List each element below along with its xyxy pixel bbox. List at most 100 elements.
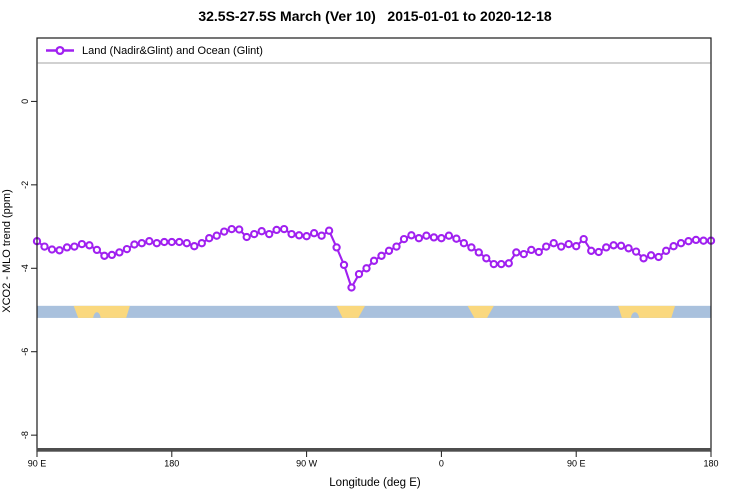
x-tick-label: 180 xyxy=(164,459,179,469)
y-tick-label: 0 xyxy=(20,99,30,104)
data-point xyxy=(115,248,124,257)
data-point xyxy=(429,233,439,242)
data-point xyxy=(347,283,356,292)
data-point xyxy=(130,240,139,249)
data-point xyxy=(220,227,229,236)
data-point xyxy=(55,246,64,255)
data-point xyxy=(392,242,401,251)
x-axis-ticks: 90 E 180 90 W 0 90 E 180 xyxy=(28,451,719,469)
data-point xyxy=(579,234,588,244)
data-point xyxy=(587,246,596,255)
data-point xyxy=(557,242,566,251)
data-point xyxy=(646,251,656,260)
data-point xyxy=(212,231,221,240)
data-point xyxy=(190,242,199,251)
data-point xyxy=(474,248,483,257)
data-point xyxy=(339,260,349,270)
data-point xyxy=(669,242,678,251)
y-tick-label: -2 xyxy=(20,181,30,189)
data-point xyxy=(594,247,603,257)
x-tick-label: 90 E xyxy=(567,459,586,469)
data-point xyxy=(676,239,686,248)
data-point xyxy=(482,254,491,263)
data-point xyxy=(377,251,386,260)
legend-marker-sample xyxy=(55,45,65,56)
data-point xyxy=(542,242,551,251)
land-segment xyxy=(336,305,366,318)
data-point xyxy=(661,246,671,255)
data-point xyxy=(684,237,693,246)
data-point xyxy=(362,264,371,273)
data-point xyxy=(227,224,236,234)
water-band xyxy=(37,305,711,318)
data-point xyxy=(77,239,87,249)
data-point xyxy=(152,239,161,248)
data-point xyxy=(235,225,244,234)
data-point xyxy=(369,256,379,265)
x-tick-label: 90 W xyxy=(296,459,318,469)
data-point xyxy=(62,243,72,252)
data-point xyxy=(294,231,304,240)
data-point xyxy=(287,229,296,239)
y-tick-label: -8 xyxy=(20,431,30,439)
data-point xyxy=(107,250,117,260)
y-axis-label: XCO2 - MLO trend (ppm) xyxy=(1,189,13,313)
data-point xyxy=(437,234,446,243)
data-point xyxy=(257,227,266,236)
data-point xyxy=(699,236,708,245)
data-point xyxy=(197,239,206,248)
data-point xyxy=(414,234,424,243)
y-tick-label: -4 xyxy=(20,264,30,272)
data-point xyxy=(691,235,701,245)
x-tick-label: 0 xyxy=(439,459,444,469)
data-point xyxy=(527,245,536,255)
data-point xyxy=(549,239,558,248)
data-point xyxy=(504,259,513,268)
data-point xyxy=(444,231,454,240)
x-axis-label: Longitude (deg E) xyxy=(329,477,421,489)
data-point xyxy=(167,237,176,247)
chart-title: 32.5S-27.5S March (Ver 10) 2015-01-01 to… xyxy=(198,8,552,24)
data-point xyxy=(324,226,334,235)
data-point xyxy=(489,259,498,269)
data-point xyxy=(272,225,281,235)
land-segment xyxy=(618,305,676,318)
data-point xyxy=(145,237,154,246)
data-point xyxy=(624,244,633,253)
data-point xyxy=(160,237,169,247)
data-point xyxy=(47,245,57,254)
data-point xyxy=(250,229,259,239)
data-point xyxy=(467,243,476,252)
data-point xyxy=(242,232,251,242)
data-point xyxy=(631,247,641,256)
data-point xyxy=(100,251,109,260)
data-point xyxy=(384,246,394,255)
data-point xyxy=(654,252,663,262)
data-point xyxy=(602,243,611,252)
data-point xyxy=(85,241,94,250)
data-point xyxy=(182,239,191,248)
surface-band xyxy=(37,305,711,318)
data-point xyxy=(609,241,618,250)
y-axis-ticks: 0 -2 -4 -6 -8 xyxy=(20,99,37,439)
data-point xyxy=(407,231,416,240)
data-point xyxy=(639,254,648,263)
data-point xyxy=(175,237,184,247)
water-notch xyxy=(93,312,101,318)
data-point xyxy=(122,244,132,254)
data-point xyxy=(572,242,581,251)
land-segment xyxy=(73,305,130,318)
data-point xyxy=(279,224,289,234)
data-point xyxy=(422,231,431,240)
data-point xyxy=(534,247,543,257)
land-segment xyxy=(467,305,494,318)
data-point xyxy=(317,231,326,240)
data-point xyxy=(332,243,341,252)
data-point xyxy=(512,248,521,257)
series-markers xyxy=(32,224,716,292)
x-tick-label: 90 E xyxy=(28,459,47,469)
water-notch xyxy=(630,312,640,318)
data-point xyxy=(459,239,469,248)
